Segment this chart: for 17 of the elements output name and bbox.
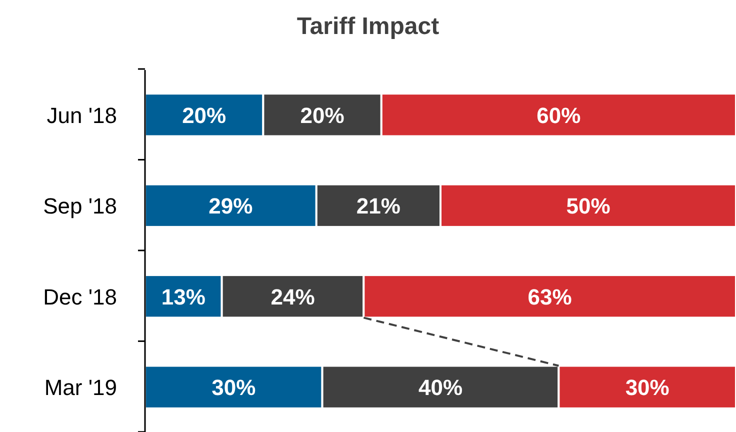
data-label: 21% — [356, 194, 400, 219]
data-label: 13% — [161, 284, 206, 310]
data-label: 24% — [270, 284, 315, 310]
data-label: 30% — [625, 375, 670, 400]
y-tick-label: Mar '19 — [44, 375, 117, 400]
data-label: 30% — [212, 375, 256, 400]
chart-title: Tariff Impact — [296, 13, 440, 40]
data-label: 20% — [182, 102, 226, 128]
data-label: 40% — [418, 375, 463, 400]
y-tick-label: Jun '18 — [46, 102, 117, 128]
data-label: 20% — [300, 102, 344, 128]
y-tick-label: Sep '18 — [43, 194, 117, 219]
y-tick-label: Dec '18 — [43, 284, 117, 310]
data-label: 60% — [536, 102, 581, 128]
data-label: 50% — [566, 194, 610, 219]
data-label: 29% — [208, 194, 253, 219]
data-label: 63% — [528, 284, 572, 310]
